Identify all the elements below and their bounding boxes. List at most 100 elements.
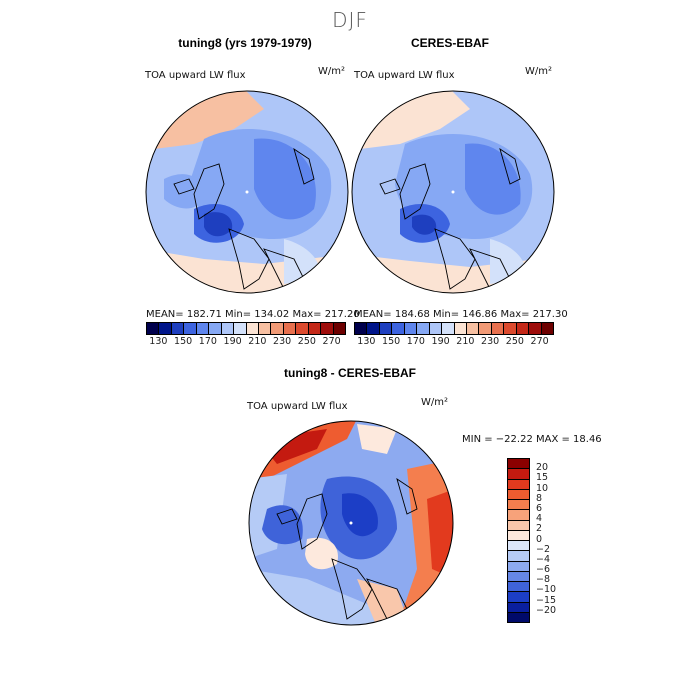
colorbar-swatch <box>491 323 505 334</box>
colorbar-tick-label: 6 <box>536 502 543 514</box>
colorbar-tick-label: 170 <box>406 336 425 347</box>
colorbar-tick-label: 270 <box>530 336 549 347</box>
colorbar-tick-label: 210 <box>456 336 475 347</box>
colorbar-swatch <box>196 323 210 334</box>
figure-title: DJF <box>332 8 368 32</box>
colorbar-swatch <box>508 551 529 562</box>
colorbar-swatch <box>271 323 284 334</box>
colorbar-tick-label: 230 <box>273 336 292 347</box>
colorbar-swatch <box>283 323 297 334</box>
colorbar-tick-label: 20 <box>536 462 549 474</box>
colorbar-tick-label: 2 <box>536 523 543 535</box>
polar-map-diff <box>248 420 454 626</box>
colorbar-tick-label: 210 <box>248 336 267 347</box>
variable-label-model: TOA upward LW flux <box>145 70 246 81</box>
colorbar-swatch <box>442 323 455 334</box>
variable-label-obs: TOA upward LW flux <box>354 70 455 81</box>
colorbar-swatch <box>417 323 430 334</box>
polar-map-obs <box>351 90 555 294</box>
colorbar-swatch <box>504 323 517 334</box>
colorbar-swatch <box>479 323 492 334</box>
colorbar-tick-label: 230 <box>481 336 500 347</box>
colorbar-swatch <box>454 323 467 334</box>
colorbar-swatch <box>404 323 418 334</box>
colorbar-tick-label: −20 <box>536 604 557 616</box>
variable-label-diff: TOA upward LW flux <box>247 401 348 412</box>
colorbar-tick-label: 8 <box>536 492 543 504</box>
colorbar-swatch <box>516 323 530 334</box>
colorbar-tick-label: 150 <box>382 336 401 347</box>
colorbar-swatch <box>429 323 443 334</box>
colorbar-tick-label: 130 <box>357 336 376 347</box>
colorbar-swatch <box>508 612 529 622</box>
panel-title-model: tuning8 (yrs 1979-1979) <box>178 36 312 50</box>
colorbar-swatch <box>171 323 185 334</box>
colorbar-tick-label: 250 <box>297 336 316 347</box>
colorbar-tick-label: 10 <box>536 482 549 494</box>
colorbar-tick-label: −6 <box>536 564 551 576</box>
colorbar-tick-label: −15 <box>536 594 557 606</box>
colorbar-tick-label: 190 <box>431 336 450 347</box>
colorbar-swatch <box>508 500 529 511</box>
colorbar-swatch <box>258 323 272 334</box>
colorbar-swatch <box>508 530 529 541</box>
colorbar-diff <box>507 458 530 623</box>
colorbar-swatch <box>184 323 197 334</box>
colorbar-tick-label: 250 <box>505 336 524 347</box>
colorbar-swatch <box>234 323 247 334</box>
colorbar-tick-label: 270 <box>322 336 341 347</box>
colorbar-swatch <box>541 323 553 334</box>
colorbar-swatch <box>508 459 529 470</box>
colorbar-swatch <box>466 323 480 334</box>
stats-obs: MEAN= 184.68 Min= 146.86 Max= 217.30 <box>354 309 568 320</box>
colorbar-tick-label: −4 <box>536 553 551 565</box>
units-label-model: W/m² <box>318 66 346 77</box>
polar-map-model <box>145 90 349 294</box>
colorbar-swatch <box>392 323 405 334</box>
colorbar-swatch <box>508 571 529 582</box>
colorbar-swatch <box>508 469 529 480</box>
colorbar-swatch <box>296 323 309 334</box>
colorbar-tick-label: −8 <box>536 574 551 586</box>
colorbar-diff-labels: 20 15 10 8 6 4 2 0 −2 −4 −6 −8 −10 −15 −20 <box>536 458 576 621</box>
colorbar-swatch <box>221 323 235 334</box>
colorbar-swatch <box>508 489 529 500</box>
units-label-obs: W/m² <box>525 66 553 77</box>
colorbar-swatch <box>508 561 529 572</box>
colorbar-swatch <box>355 323 368 334</box>
stats-diff: MIN = −22.22 MAX = 18.46 <box>462 434 602 445</box>
colorbar-model <box>146 322 346 335</box>
colorbar-swatch <box>333 323 345 334</box>
colorbar-swatch <box>379 323 393 334</box>
colorbar-swatch <box>508 541 529 552</box>
colorbar-swatch <box>246 323 259 334</box>
colorbar-tick-label: 0 <box>536 533 543 545</box>
colorbar-swatch <box>508 592 529 603</box>
colorbar-tick-label: 150 <box>174 336 193 347</box>
colorbar-swatch <box>159 323 172 334</box>
colorbar-swatch <box>508 510 529 521</box>
panel-title-obs: CERES-EBAF <box>410 36 489 50</box>
colorbar-tick-label: 4 <box>536 513 543 525</box>
colorbar-obs <box>354 322 554 335</box>
colorbar-swatch <box>508 479 529 490</box>
colorbar-obs-labels: 130 150 170 190 210 230 250 270 <box>354 336 552 348</box>
colorbar-swatch <box>508 602 529 613</box>
colorbar-swatch <box>529 323 542 334</box>
colorbar-swatch <box>508 520 529 531</box>
colorbar-tick-label: −2 <box>536 543 551 555</box>
panel-title-diff: tuning8 - CERES-EBAF <box>284 366 416 380</box>
units-label-diff: W/m² <box>421 397 449 408</box>
colorbar-tick-label: 190 <box>223 336 242 347</box>
colorbar-tick-label: 130 <box>149 336 168 347</box>
colorbar-swatch <box>308 323 322 334</box>
colorbar-tick-label: 15 <box>536 472 549 484</box>
stats-model: MEAN= 182.71 Min= 134.02 Max= 217.20 <box>146 309 360 320</box>
colorbar-tick-label: −10 <box>536 584 557 596</box>
colorbar-tick-label: 170 <box>198 336 217 347</box>
colorbar-swatch <box>367 323 380 334</box>
colorbar-swatch <box>508 582 529 593</box>
colorbar-swatch <box>321 323 334 334</box>
colorbar-swatch <box>209 323 222 334</box>
colorbar-model-labels: 130 150 170 190 210 230 250 270 <box>146 336 344 348</box>
